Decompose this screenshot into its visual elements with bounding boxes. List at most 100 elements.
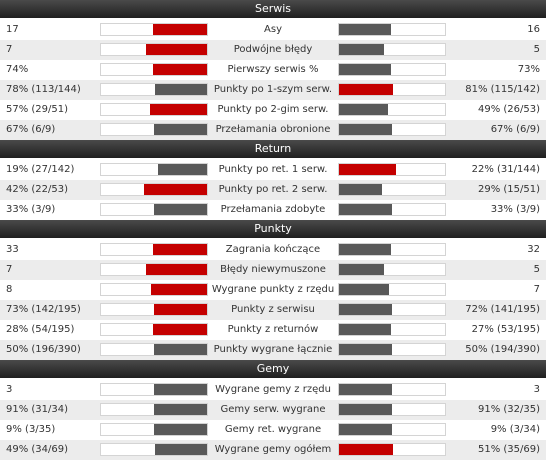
stat-label: Punkty po ret. 2 serw. <box>218 184 328 195</box>
player2-bar-track <box>338 403 446 416</box>
player2-bar-track <box>338 443 446 456</box>
stat-row: 67% (6/9) Przełamania obronione 67% (6/9) <box>0 120 546 140</box>
stat-row: 3 Wygrane gemy z rzędu 3 <box>0 380 546 400</box>
player1-value: 33% (3/9) <box>6 204 56 215</box>
player2-bar-track <box>338 163 446 176</box>
player2-bar-track <box>338 43 446 56</box>
player2-bar <box>339 384 392 395</box>
player1-bar-track <box>100 243 208 256</box>
stat-row: 28% (54/195) Punkty z returnów 27% (53/195… <box>0 320 546 340</box>
player2-bar <box>339 204 392 215</box>
player2-value: 16 <box>527 24 540 35</box>
stat-row: 91% (31/34) Gemy serw. wygrane 91% (32/35) <box>0 400 546 420</box>
player2-bar-track <box>338 323 446 336</box>
player2-bar <box>339 284 389 295</box>
player2-bar-track <box>338 123 446 136</box>
player1-bar-track <box>100 403 208 416</box>
player2-value: 50% (194/390) <box>465 344 540 355</box>
player1-value: 33 <box>6 244 19 255</box>
stat-label: Wygrane gemy z rzędu <box>215 384 331 395</box>
player1-value: 7 <box>6 264 13 275</box>
stat-row: 9% (3/35) Gemy ret. wygrane 9% (3/34) <box>0 420 546 440</box>
player2-value: 27% (53/195) <box>471 324 540 335</box>
player1-bar <box>152 324 207 335</box>
player1-value: 49% (34/69) <box>6 444 69 455</box>
stat-row: 19% (27/142) Punkty po ret. 1 serw. 22% (3… <box>0 160 546 180</box>
player2-bar-track <box>338 343 446 356</box>
stat-row: 49% (34/69) Wygrane gemy ogółem 51% (35/69… <box>0 440 546 460</box>
stat-row: 8 Wygrane punkty z rzędu 7 <box>0 280 546 300</box>
player2-value: 33% (3/9) <box>490 204 540 215</box>
player1-value: 42% (22/53) <box>6 184 69 195</box>
stat-row: 33% (3/9) Przełamania zdobyte 33% (3/9) <box>0 200 546 220</box>
player2-value: 72% (141/195) <box>465 304 540 315</box>
stat-row: 33 Zagrania kończące 32 <box>0 240 546 260</box>
section-header: Punkty <box>0 220 546 240</box>
player2-bar <box>339 404 392 415</box>
player2-bar <box>339 324 391 335</box>
player1-value: 3 <box>6 384 13 395</box>
player2-bar-track <box>338 243 446 256</box>
stat-row: 73% (142/195) Punkty z serwisu 72% (141/19… <box>0 300 546 320</box>
stat-label: Punkty wygrane łącznie <box>213 344 333 355</box>
player1-value: 91% (31/34) <box>6 404 69 415</box>
stat-row: 50% (196/390) Punkty wygrane łącznie 50% (… <box>0 340 546 360</box>
player1-bar <box>155 444 207 455</box>
player2-bar <box>339 244 391 255</box>
player1-bar <box>149 104 207 115</box>
player1-bar-track <box>100 443 208 456</box>
player2-bar <box>339 64 391 75</box>
stat-label: Punkty z serwisu <box>231 304 315 315</box>
player2-bar <box>339 24 391 35</box>
player2-value: 81% (115/142) <box>465 84 540 95</box>
player2-value: 91% (32/35) <box>477 404 540 415</box>
player1-bar <box>154 424 207 435</box>
player1-bar <box>154 384 207 395</box>
stat-label: Punkty po 1-szym serw. <box>213 84 333 95</box>
stat-label: Punkty z returnów <box>227 324 319 335</box>
player1-value: 74% <box>6 64 29 75</box>
player1-bar <box>152 24 207 35</box>
player2-value: 32 <box>527 244 540 255</box>
stat-row: 74% Pierwszy serwis % 73% <box>0 60 546 80</box>
player1-bar <box>152 64 207 75</box>
player1-bar-track <box>100 23 208 36</box>
section-header: Return <box>0 140 546 160</box>
stat-label: Przełamania obronione <box>215 124 331 135</box>
player1-value: 73% (142/195) <box>6 304 81 315</box>
stat-label: Pierwszy serwis % <box>227 64 319 75</box>
stat-row: 42% (22/53) Punkty po ret. 2 serw. 29% (15… <box>0 180 546 200</box>
player2-bar <box>339 164 397 175</box>
player2-value: 67% (6/9) <box>490 124 540 135</box>
player2-value: 7 <box>533 284 540 295</box>
player1-bar-track <box>100 163 208 176</box>
stat-label: Podwójne błędy <box>233 44 313 55</box>
player1-value: 17 <box>6 24 19 35</box>
player2-bar-track <box>338 283 446 296</box>
player1-bar <box>154 404 207 415</box>
player2-bar <box>339 124 392 135</box>
player1-bar-track <box>100 263 208 276</box>
stat-label: Zagrania kończące <box>225 244 321 255</box>
stat-row: 7 Błędy niewymuszone 5 <box>0 260 546 280</box>
player1-bar-track <box>100 43 208 56</box>
player1-bar-track <box>100 303 208 316</box>
player1-value: 9% (3/35) <box>6 424 56 435</box>
player2-bar <box>339 84 394 95</box>
player1-bar <box>154 204 207 215</box>
player2-bar-track <box>338 63 446 76</box>
player2-bar-track <box>338 423 446 436</box>
stat-label: Wygrane gemy ogółem <box>214 444 332 455</box>
section-header: Serwis <box>0 0 546 20</box>
player1-bar-track <box>100 283 208 296</box>
player1-bar-track <box>100 123 208 136</box>
player1-bar <box>154 304 207 315</box>
player2-bar-track <box>338 303 446 316</box>
player1-bar-track <box>100 183 208 196</box>
player1-value: 67% (6/9) <box>6 124 56 135</box>
player1-value: 7 <box>6 44 13 55</box>
player2-bar-track <box>338 103 446 116</box>
player1-bar-track <box>100 343 208 356</box>
player2-bar-track <box>338 263 446 276</box>
